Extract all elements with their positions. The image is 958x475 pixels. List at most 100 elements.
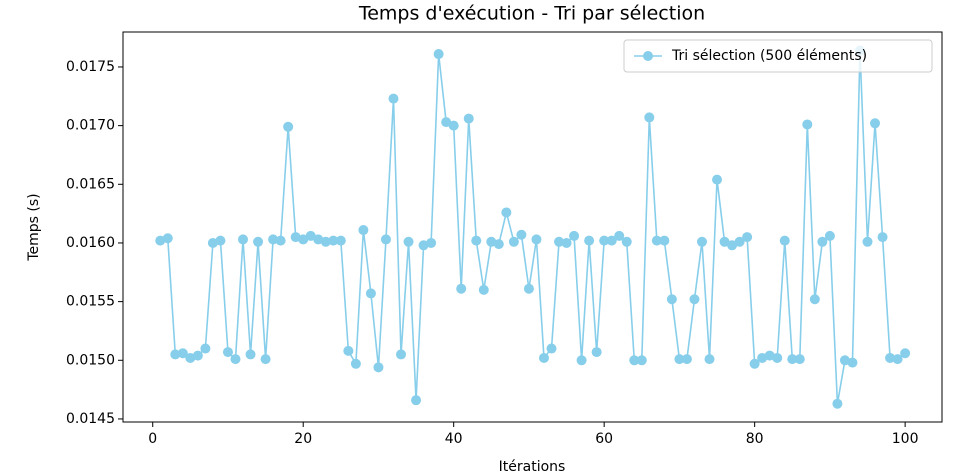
- point: [493, 239, 504, 250]
- point: [320, 236, 331, 247]
- line: [160, 50, 906, 404]
- point: [636, 355, 647, 366]
- plot-frame: [122, 31, 943, 423]
- point: [772, 352, 783, 363]
- y-tick-label: 0.0175: [66, 59, 115, 75]
- y-tick-label: 0.0170: [66, 118, 115, 134]
- chart-title: Temps d'exécution - Tri par sélection: [358, 3, 705, 25]
- point: [870, 118, 881, 129]
- point: [456, 283, 467, 294]
- y-tick-label: 0.0155: [66, 294, 115, 310]
- point: [614, 230, 625, 241]
- point: [569, 230, 580, 241]
- point: [253, 236, 264, 247]
- point: [418, 240, 429, 251]
- x-tick-label: 40: [445, 431, 463, 447]
- point: [787, 354, 798, 365]
- point: [373, 362, 384, 373]
- point: [779, 235, 790, 246]
- point: [546, 343, 557, 354]
- point: [328, 235, 339, 246]
- x-tick-label: 60: [595, 431, 613, 447]
- point: [222, 347, 233, 358]
- point: [749, 358, 760, 369]
- legend-box: [623, 39, 933, 73]
- point: [192, 350, 203, 361]
- point: [794, 354, 805, 365]
- point: [674, 354, 685, 365]
- y-tick-label: 0.0145: [66, 411, 115, 427]
- point: [275, 235, 286, 246]
- point: [523, 283, 534, 294]
- point: [313, 234, 324, 245]
- point: [426, 237, 437, 248]
- point: [508, 236, 519, 247]
- point: [268, 234, 279, 245]
- point: [629, 355, 640, 366]
- point: [486, 236, 497, 247]
- point: [659, 235, 670, 246]
- point: [591, 347, 602, 358]
- legend-marker: [643, 51, 653, 61]
- point: [238, 234, 249, 245]
- point: [704, 354, 715, 365]
- point: [350, 358, 361, 369]
- point: [742, 232, 753, 243]
- point: [298, 234, 309, 245]
- point: [606, 235, 617, 246]
- point: [817, 236, 828, 247]
- point: [847, 357, 858, 368]
- x-tick-label: 20: [294, 431, 312, 447]
- point: [260, 354, 271, 365]
- point: [200, 343, 211, 354]
- point: [885, 352, 896, 363]
- point: [599, 235, 610, 246]
- point: [689, 294, 700, 305]
- point: [396, 349, 407, 360]
- point: [809, 294, 820, 305]
- point: [403, 236, 414, 247]
- point: [644, 112, 655, 123]
- x-tick-label: 0: [148, 431, 157, 447]
- point: [305, 230, 316, 241]
- point: [538, 352, 549, 363]
- point: [162, 233, 173, 244]
- point: [531, 234, 542, 245]
- point: [802, 119, 813, 130]
- point: [207, 237, 218, 248]
- point: [388, 93, 399, 104]
- point: [832, 398, 843, 409]
- point: [584, 235, 595, 246]
- point: [290, 232, 301, 243]
- point: [862, 236, 873, 247]
- point: [448, 120, 459, 131]
- point: [757, 352, 768, 363]
- point: [283, 121, 294, 132]
- point: [681, 354, 692, 365]
- point: [839, 355, 850, 366]
- point: [734, 236, 745, 247]
- y-tick-label: 0.0160: [66, 235, 115, 251]
- point: [463, 113, 474, 124]
- point: [155, 235, 166, 246]
- point: [696, 236, 707, 247]
- point: [877, 232, 888, 243]
- point: [478, 284, 489, 295]
- point: [712, 174, 723, 185]
- y-axis-label: Temps (s): [26, 193, 42, 261]
- x-axis-label: Itérations: [499, 459, 566, 475]
- point: [335, 235, 346, 246]
- point: [666, 294, 677, 305]
- point: [215, 235, 226, 246]
- y-tick-label: 0.0150: [66, 352, 115, 368]
- point: [343, 345, 354, 356]
- point: [561, 237, 572, 248]
- point: [380, 234, 391, 245]
- point: [441, 117, 452, 128]
- x-tick-label: 80: [746, 431, 764, 447]
- point: [554, 236, 565, 247]
- point: [719, 236, 730, 247]
- point: [358, 225, 369, 236]
- point: [900, 348, 911, 359]
- point: [501, 207, 512, 218]
